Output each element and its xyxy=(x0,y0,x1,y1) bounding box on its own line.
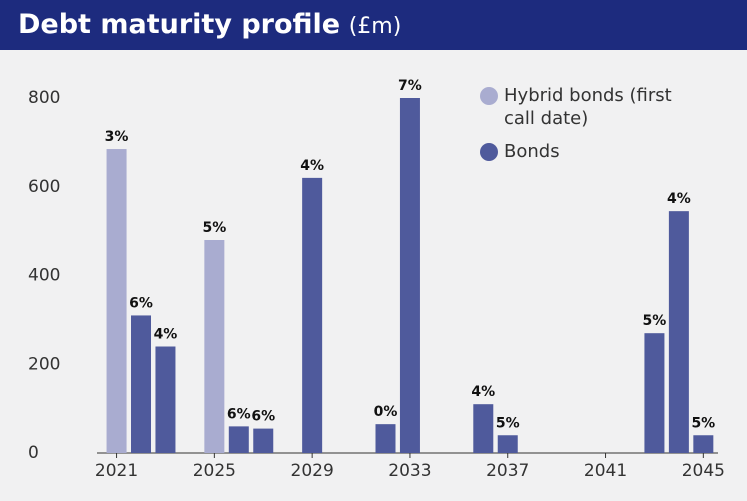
value-label: 4% xyxy=(300,158,324,174)
x-tick-label: 2041 xyxy=(584,461,627,481)
value-label: 5% xyxy=(643,313,667,329)
x-tick-label: 2037 xyxy=(486,461,529,481)
value-label: 4% xyxy=(154,327,178,343)
header: Debt maturity profile (£m) xyxy=(0,0,747,50)
y-tick-label: 800 xyxy=(28,88,60,108)
value-label: 5% xyxy=(202,220,226,236)
legend-swatch xyxy=(480,87,498,105)
bar xyxy=(131,315,152,453)
value-label: 0% xyxy=(374,404,398,420)
value-label: 5% xyxy=(496,415,520,431)
value-label: 5% xyxy=(691,415,715,431)
bar xyxy=(399,98,420,453)
x-tick-label: 2033 xyxy=(388,461,431,481)
bar xyxy=(644,333,665,453)
bar xyxy=(253,428,274,453)
chart-subtitle: (£m) xyxy=(348,14,402,39)
value-label: 4% xyxy=(471,384,495,400)
legend-swatch xyxy=(480,143,498,161)
legend-label: Hybrid bonds (first call date) xyxy=(504,85,672,129)
value-label: 6% xyxy=(227,406,251,422)
value-label: 3% xyxy=(105,129,129,145)
y-tick-label: 200 xyxy=(28,354,60,374)
bar xyxy=(106,149,127,453)
x-tick-label: 2045 xyxy=(682,461,725,481)
y-tick-label: 600 xyxy=(28,177,60,197)
chart-title: Debt maturity profile xyxy=(18,9,341,40)
x-tick-label: 2029 xyxy=(291,461,334,481)
bar xyxy=(693,435,714,453)
x-tick-label: 2025 xyxy=(193,461,236,481)
value-label: 7% xyxy=(398,78,422,94)
y-tick-label: 400 xyxy=(28,266,60,286)
value-label: 4% xyxy=(667,191,691,207)
bar xyxy=(668,211,689,453)
bar xyxy=(204,240,225,453)
bar xyxy=(155,346,176,453)
y-tick-label: 0 xyxy=(28,443,39,463)
bar xyxy=(473,404,494,453)
legend: Hybrid bonds (first call date) Bonds xyxy=(480,84,674,173)
legend-item: Bonds xyxy=(480,140,674,163)
legend-label: Bonds xyxy=(504,141,560,162)
x-tick-label: 2021 xyxy=(95,461,138,481)
bar xyxy=(375,424,396,453)
bar xyxy=(497,435,518,453)
legend-item: Hybrid bonds (first call date) xyxy=(480,84,674,130)
value-label: 6% xyxy=(251,409,275,425)
bar xyxy=(302,177,323,453)
value-label: 6% xyxy=(129,295,153,311)
bar xyxy=(228,426,249,453)
